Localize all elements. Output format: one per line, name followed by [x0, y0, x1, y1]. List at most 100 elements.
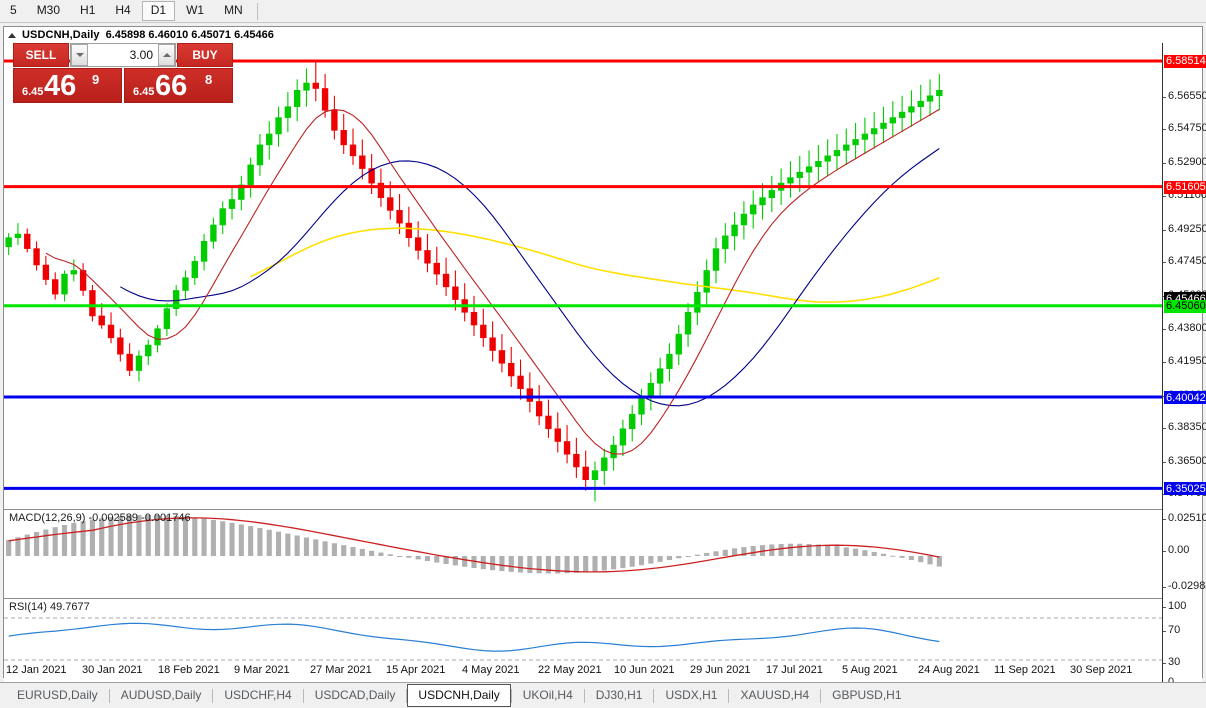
- tab-divider: [820, 688, 822, 703]
- volume-stepper[interactable]: 3.00: [70, 43, 176, 67]
- price-scale[interactable]: 6.56550 6.54750 6.52900 6.51100 6.49250 6.474…: [1162, 43, 1206, 688]
- candle-body: [405, 222, 413, 238]
- timeframe-mn[interactable]: MN: [224, 3, 243, 17]
- date-axis-label: 22 May 2021: [538, 664, 602, 676]
- horizontal-level-lines[interactable]: [4, 59, 1162, 490]
- candle-body: [610, 444, 617, 459]
- macd-bar: [117, 516, 123, 556]
- macd-bar: [722, 549, 728, 556]
- candle-body: [284, 106, 292, 118]
- moving-average-mid: [120, 148, 940, 407]
- timeframe-m30[interactable]: M30: [36, 3, 61, 17]
- macd-bar: [694, 554, 700, 556]
- buy-price-prefix: 6.45: [133, 86, 155, 98]
- candle-body: [843, 144, 850, 151]
- candle-body: [545, 415, 552, 430]
- buy-quote[interactable]: 6.45 66 8: [124, 67, 233, 103]
- macd-bar: [517, 556, 524, 573]
- volume-decrease-button[interactable]: [71, 44, 88, 66]
- price-pane[interactable]: [4, 43, 1162, 507]
- sell-quote[interactable]: 6.45 46 9: [13, 67, 122, 103]
- buy-button[interactable]: BUY: [177, 43, 233, 67]
- candle-body: [135, 355, 143, 371]
- macd-bar: [108, 517, 114, 556]
- candle-body: [731, 224, 738, 237]
- macd-bar: [620, 556, 626, 569]
- macd-bar: [387, 554, 393, 556]
- macd-bar: [359, 548, 365, 556]
- volume-increase-button[interactable]: [158, 44, 175, 66]
- macd-bar: [573, 556, 579, 573]
- candle-body: [126, 353, 133, 371]
- sell-price-big: 46: [44, 70, 77, 102]
- timeframe-d1[interactable]: D1: [141, 1, 176, 21]
- symbol-tab-usdcad-daily[interactable]: USDCAD,Daily: [314, 688, 396, 702]
- macd-bar: [452, 556, 458, 566]
- macd-bar: [815, 544, 821, 556]
- macd-bar: [396, 556, 403, 557]
- timeframe-m5[interactable]: 5: [10, 3, 17, 17]
- macd-bar: [527, 556, 533, 574]
- symbol-tab-dj30-h1[interactable]: DJ30,H1: [595, 688, 643, 702]
- symbol-tab-usdchf-h4[interactable]: USDCHF,H4: [224, 688, 292, 702]
- symbol-tab-usdcnh-daily[interactable]: USDCNH,Daily: [407, 684, 511, 707]
- candle-body: [89, 290, 96, 317]
- candle-body: [889, 117, 896, 124]
- price-level-tag[interactable]: 6.35025: [1164, 482, 1206, 496]
- candle-body: [675, 333, 682, 355]
- timeframe-h4[interactable]: H4: [115, 3, 131, 17]
- macd-bar: [918, 556, 924, 563]
- macd-bar: [713, 551, 719, 556]
- toolbar-divider: [256, 2, 258, 20]
- macd-bar: [899, 556, 905, 558]
- candle-body: [266, 133, 273, 146]
- symbol-tab-ukoil-h4[interactable]: UKOil,H4: [522, 688, 573, 702]
- candle-body: [433, 262, 440, 275]
- price-level-tag[interactable]: 6.45060: [1164, 299, 1206, 313]
- price-level-tag[interactable]: 6.58514: [1164, 54, 1206, 68]
- candle-body: [200, 241, 208, 262]
- candle-body: [871, 128, 878, 135]
- one-click-trading-panel[interactable]: SELL 3.00 BUY 6.45 46 9 6.45 66 8: [13, 43, 233, 103]
- candle-body: [52, 279, 59, 295]
- candle-body: [98, 315, 105, 326]
- date-axis-label: 17 Jul 2021: [766, 664, 823, 676]
- symbol-tab-xauusd-h4[interactable]: XAUUSD,H4: [740, 688, 810, 702]
- candle-body: [321, 88, 329, 111]
- macd-bar: [787, 543, 793, 556]
- timeframe-h1[interactable]: H1: [80, 3, 96, 17]
- macd-bar: [434, 556, 440, 563]
- candle-body: [303, 82, 310, 91]
- sell-button[interactable]: SELL: [13, 43, 69, 67]
- macd-bar: [704, 552, 710, 556]
- macd-bar: [303, 537, 310, 556]
- candle-body: [163, 308, 171, 329]
- symbol-tab-eurusd-daily[interactable]: EURUSD,Daily: [17, 688, 98, 702]
- macd-bar: [545, 556, 552, 574]
- candle-body: [396, 210, 403, 224]
- candle-body: [349, 144, 357, 157]
- macd-bar: [294, 535, 300, 556]
- symbol-tab-audusd-daily[interactable]: AUDUSD,Daily: [120, 688, 202, 702]
- candle-body: [145, 344, 152, 357]
- volume-input[interactable]: 3.00: [88, 44, 158, 66]
- candle-body: [703, 270, 710, 293]
- macd-signal-line: [8, 517, 940, 573]
- price-level-tag[interactable]: 6.40042: [1164, 391, 1206, 405]
- timeframe-w1[interactable]: W1: [186, 3, 205, 17]
- symbol-tab-usdx-h1[interactable]: USDX,H1: [665, 688, 718, 702]
- candle-body: [42, 264, 50, 280]
- macd-bar: [89, 519, 95, 556]
- collapse-triangle-icon[interactable]: [8, 32, 16, 38]
- price-level-tag[interactable]: 6.51605: [1164, 180, 1206, 194]
- rsi-pane[interactable]: RSI(14) 49.7677: [4, 598, 1162, 686]
- candle-body: [368, 168, 375, 184]
- candle-series: [5, 61, 943, 502]
- candle-body: [424, 250, 431, 264]
- macd-pane[interactable]: MACD(12,26,9) -0.002589 -0.001746: [4, 509, 1162, 597]
- macd-bar: [592, 556, 598, 572]
- candle-body: [191, 261, 198, 279]
- symbol-tab-bar: EURUSD,Daily AUDUSD,Daily USDCHF,H4 USDCAD,…: [0, 682, 1206, 708]
- macd-bar: [164, 515, 170, 556]
- symbol-tab-gbpusd-h1[interactable]: GBPUSD,H1: [832, 688, 902, 702]
